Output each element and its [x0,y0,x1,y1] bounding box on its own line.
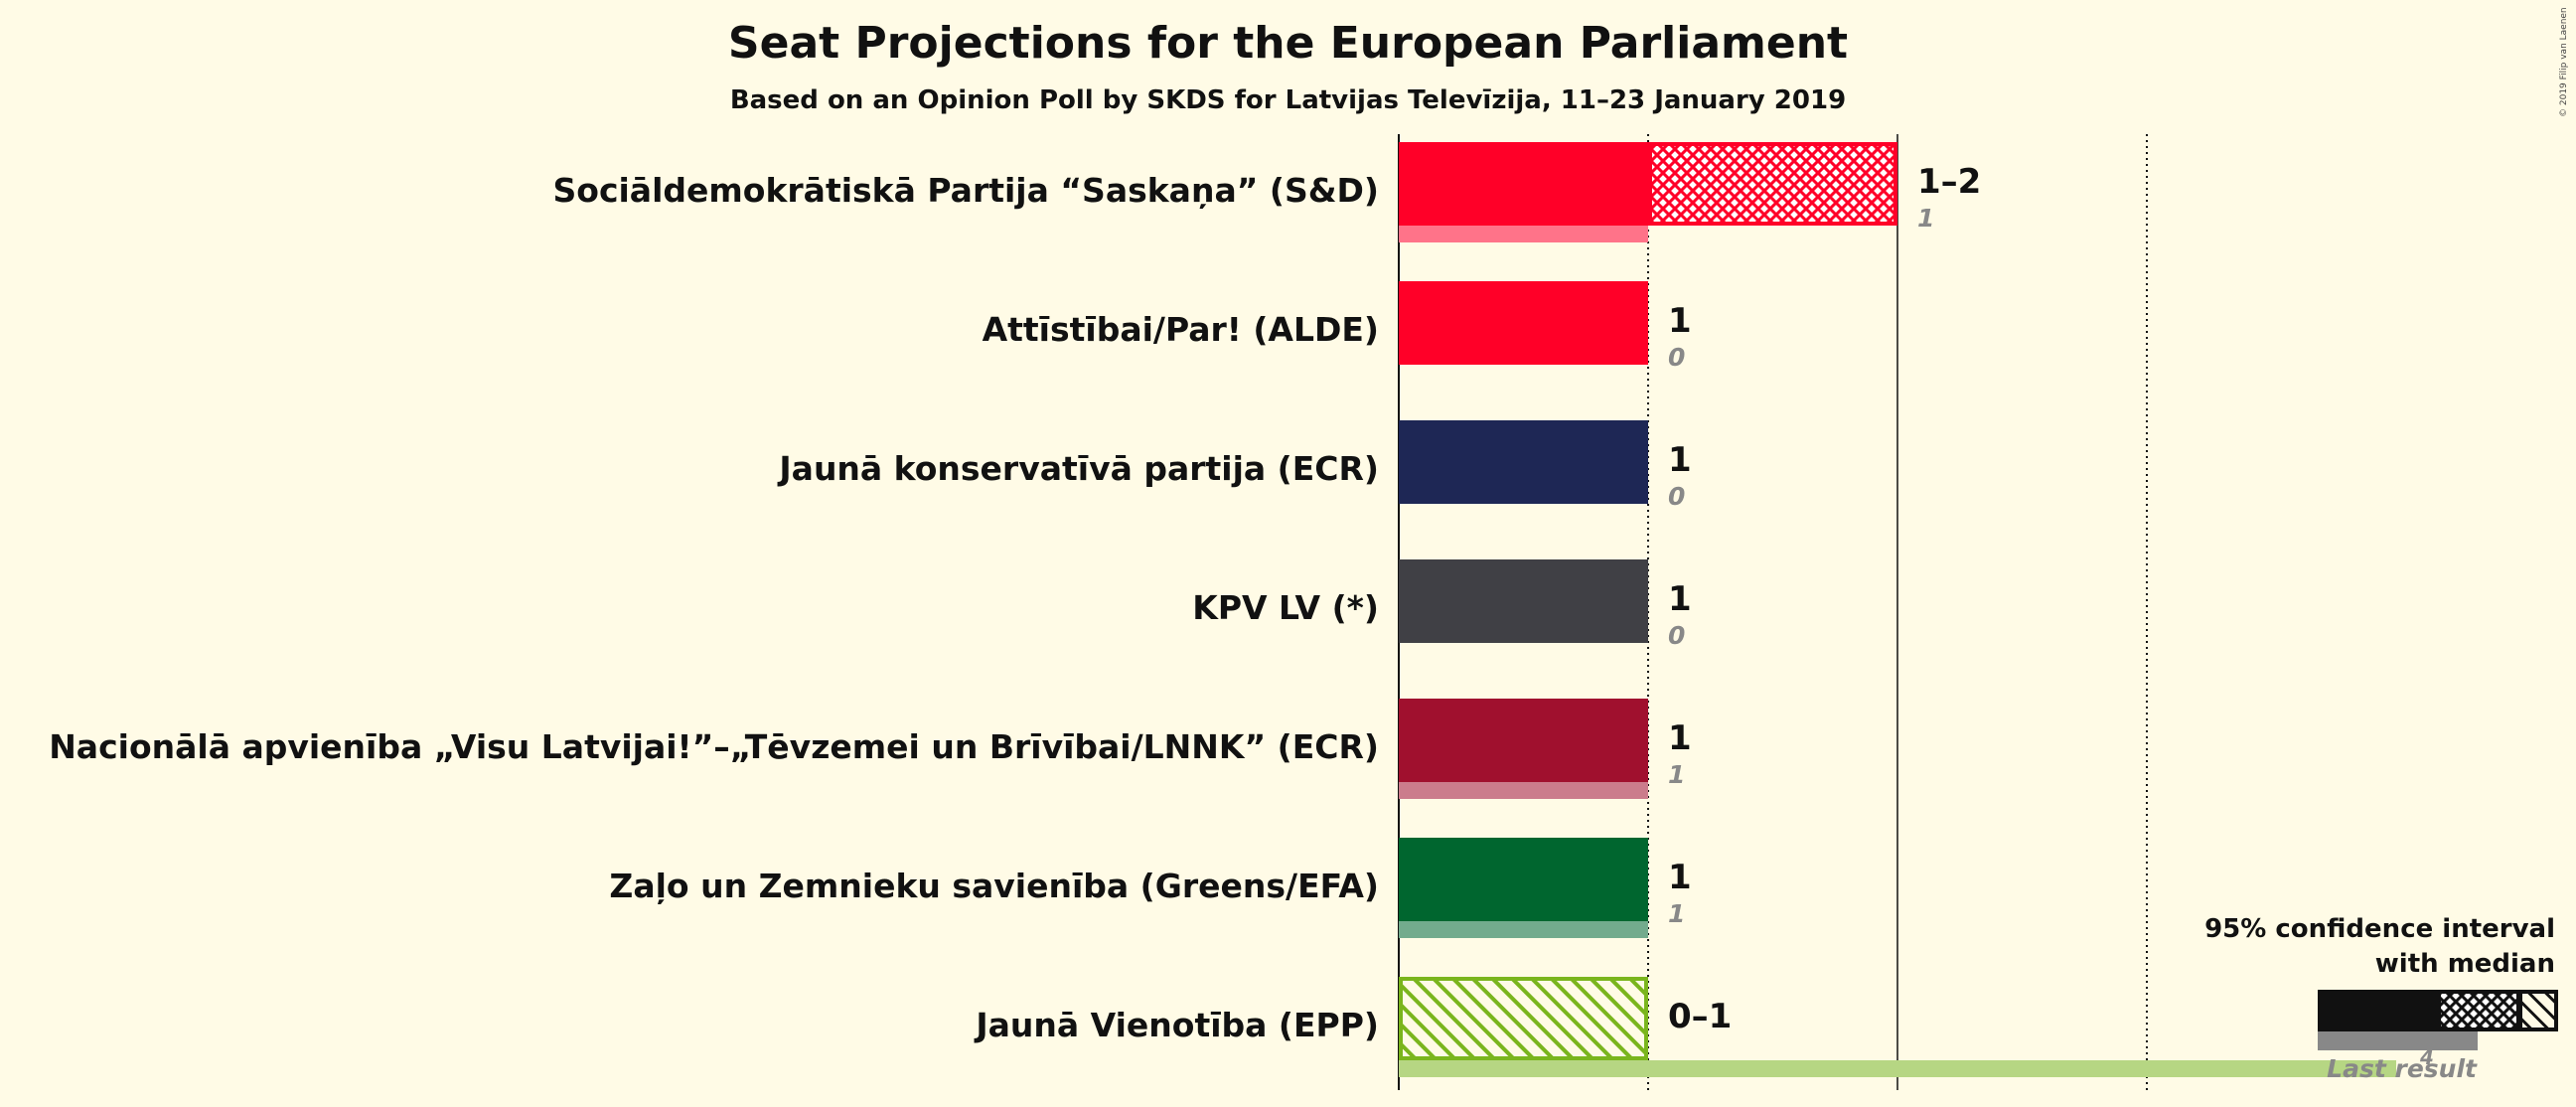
party-row: Attīstībai/Par! (ALDE) 10 [983,281,1692,372]
party-label: Jaunā Vienotība (EPP) [974,1006,1379,1044]
seat-range-label: 1 [1668,718,1692,758]
party-row: Zaļo un Zemnieku savienība (Greens/EFA) 1… [609,838,1692,938]
median-bar [1399,699,1648,782]
party-label: Attīstībai/Par! (ALDE) [983,310,1379,349]
party-row: Sociāldemokrātiskā Partija “Saskaņa” (S&… [553,142,1981,242]
chart-subtitle: Based on an Opinion Poll by SKDS for Lat… [729,85,1847,115]
legend-ci-swatch [2437,990,2520,1031]
party-row: Jaunā Vienotība (EPP) 0–1 [974,977,2396,1077]
legend-subtitle: with median [2375,949,2555,979]
seat-range-label: 1 [1668,440,1692,480]
party-label: Zaļo un Zemnieku savienība (Greens/EFA) [609,867,1379,905]
median-bar [1399,559,1648,643]
confidence-interval-bar [1399,977,1648,1060]
last-result-label: 0 [1668,343,1685,372]
seat-range-label: 1–2 [1917,162,1981,202]
median-bar [1399,281,1648,365]
legend-last-result-value: 4 [2419,1045,2434,1069]
party-label: KPV LV (*) [1192,588,1379,627]
legend-title: 95% confidence interval [2204,914,2555,944]
seat-range-label: 1 [1668,579,1692,619]
party-label: Nacionālā apvienība „Visu Latvijai!”–„Tē… [49,727,1379,766]
seat-range-label: 1 [1668,858,1692,897]
last-result-bar [1399,1060,2396,1077]
legend-last-result-label: Last result [2327,1054,2478,1083]
legend-ci-outer-swatch [2518,990,2558,1031]
party-label: Jaunā konservatīvā partija (ECR) [777,449,1379,488]
last-result-label: 1 [1668,760,1685,789]
median-bar [1399,420,1648,504]
median-bar [1399,142,1648,226]
median-bar [1399,838,1648,921]
legend-median-swatch [2318,990,2437,1031]
party-row: KPV LV (*) 10 [1192,559,1692,650]
confidence-interval-bar [1648,142,1897,226]
legend-last-result-swatch [2318,1029,2478,1050]
party-row: Jaunā konservatīvā partija (ECR) 10 [777,420,1692,511]
last-result-bar [1399,921,1648,938]
last-result-bar [1399,782,1648,799]
last-result-label: 1 [1668,899,1685,928]
party-row: Nacionālā apvienība „Visu Latvijai!”–„Tē… [49,699,1692,799]
seat-range-label: 1 [1668,301,1692,341]
last-result-label: 0 [1668,621,1685,650]
seat-range-label: 0–1 [1668,997,1732,1036]
last-result-label: 0 [1668,482,1685,511]
chart-title: Seat Projections for the European Parlia… [727,18,1849,69]
last-result-label: 1 [1917,204,1934,233]
last-result-bar [1399,226,1648,242]
party-label: Sociāldemokrātiskā Partija “Saskaņa” (S&… [553,171,1380,210]
